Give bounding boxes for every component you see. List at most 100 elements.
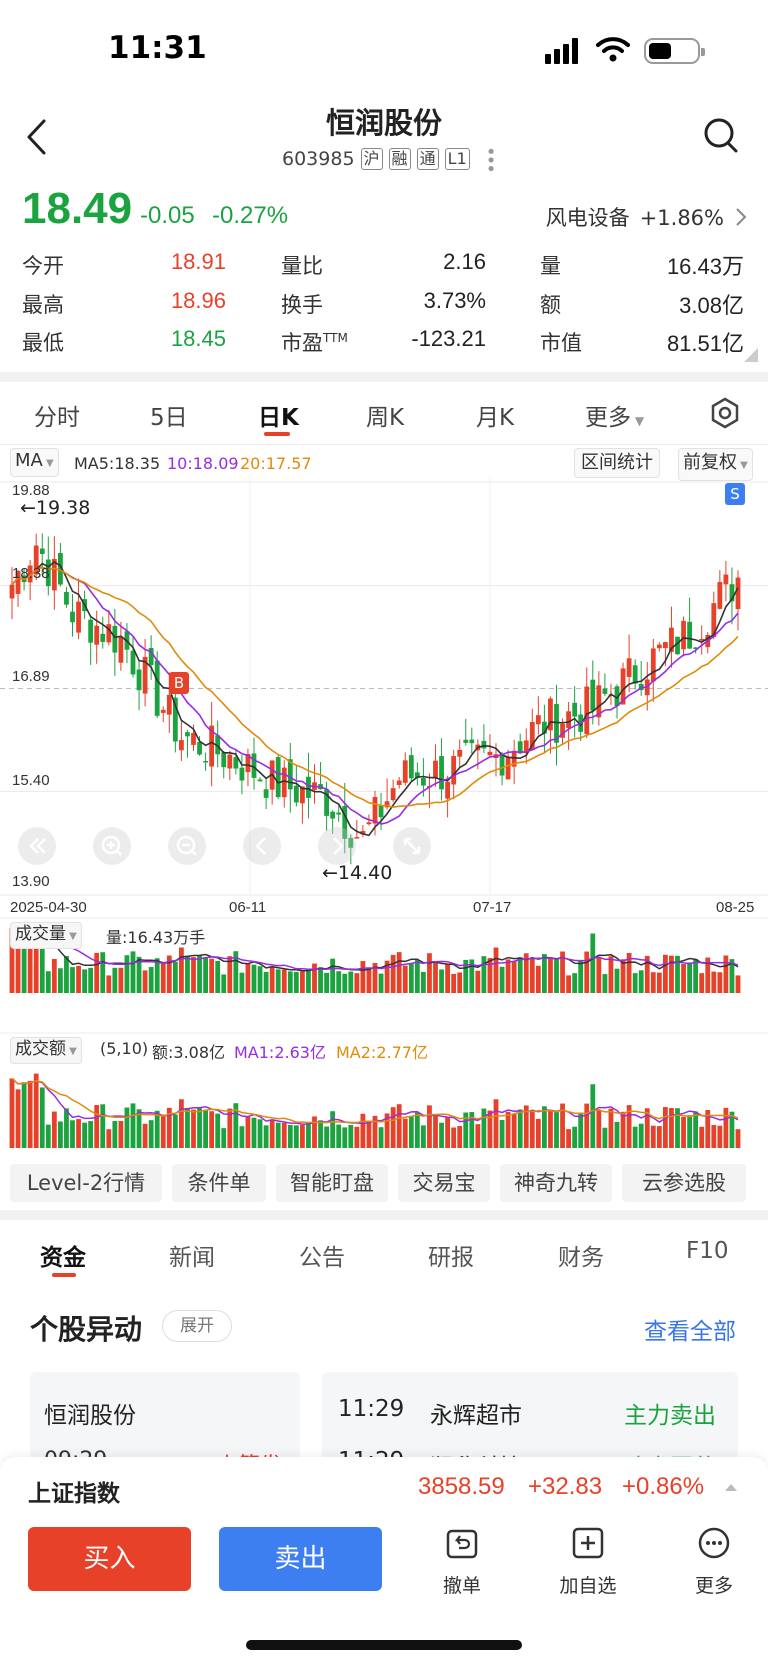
volume-bar — [578, 959, 584, 993]
candle-body — [112, 626, 118, 653]
candle-body — [433, 760, 438, 779]
tab-financials[interactable]: 财务 — [558, 1245, 604, 1271]
volume-bar — [590, 933, 596, 993]
amount-ma1: MA1:2.63亿 — [234, 1043, 326, 1062]
tab-funds[interactable]: 资金 — [40, 1245, 86, 1271]
amount-bar — [723, 1107, 729, 1148]
amount-bar — [372, 1115, 378, 1148]
kline-chart[interactable] — [0, 478, 768, 1158]
tab-5day[interactable]: 5日 — [150, 405, 188, 431]
tool-magic-nine[interactable]: 神奇九转 — [500, 1164, 612, 1202]
tool-level2[interactable]: Level-2行情 — [10, 1164, 162, 1202]
candle-body — [251, 753, 257, 778]
amount-bar — [142, 1123, 148, 1148]
pan-left-icon[interactable] — [243, 827, 281, 865]
stat-value: 18.96 — [170, 288, 226, 313]
chevron-right-icon — [736, 208, 747, 226]
index-name[interactable]: 上证指数 — [28, 1481, 120, 1507]
volume-bar — [620, 959, 626, 993]
expand-button[interactable]: 展开 — [162, 1310, 232, 1342]
tab-research[interactable]: 研报 — [428, 1245, 474, 1271]
tab-weekly-k[interactable]: 周K — [366, 405, 405, 431]
tab-daily-k[interactable]: 日K — [258, 405, 299, 431]
volume-bar — [154, 958, 160, 993]
stat-value: 81.51亿 — [666, 331, 744, 356]
amount-bar — [475, 1124, 481, 1148]
candle-body — [487, 751, 493, 756]
amount-bar — [517, 1109, 523, 1148]
volume-bar — [535, 965, 541, 993]
amount-bar — [548, 1110, 553, 1148]
pan-right-icon[interactable] — [318, 827, 356, 865]
amount-indicator-selector[interactable]: 成交额 ▼ — [10, 1037, 82, 1064]
home-indicator — [246, 1640, 522, 1650]
amount-bar — [535, 1118, 541, 1148]
tool-smart-watch[interactable]: 智能盯盘 — [276, 1164, 388, 1202]
candle-body — [529, 721, 535, 751]
tool-conditional-order[interactable]: 条件单 — [172, 1164, 266, 1202]
fullscreen-icon[interactable] — [393, 827, 431, 865]
search-icon[interactable] — [702, 116, 740, 156]
amount-bar — [354, 1126, 360, 1148]
more-dots-icon[interactable]: ••• — [479, 146, 501, 172]
amount-params: (5,10) — [100, 1039, 149, 1058]
wifi-icon — [596, 37, 630, 62]
volume-bar — [342, 973, 348, 993]
sell-button[interactable]: 卖出 — [219, 1527, 382, 1591]
tab-f10[interactable]: F10 — [686, 1238, 729, 1264]
tab-more[interactable]: 更多 ▼ — [585, 398, 644, 432]
candle-body — [39, 548, 45, 554]
ma-selector[interactable]: MA ▼ — [10, 448, 59, 477]
x-tick-2: 06-11 — [229, 899, 267, 916]
sector-link[interactable]: 风电设备 +1.86% — [546, 202, 724, 232]
zoom-out-icon[interactable] — [168, 827, 206, 865]
candle-body — [227, 754, 233, 769]
range-stats-button[interactable]: 区间统计 — [574, 448, 660, 478]
volume-bar — [729, 959, 735, 993]
movement-card-market[interactable]: 11:29 永辉超市 主力卖出 11:29 润欣科技 冲高回落 — [322, 1372, 738, 1467]
volume-bar — [378, 973, 384, 993]
caret-up-icon[interactable] — [724, 1482, 738, 1492]
amount-bar — [58, 1121, 63, 1148]
candle-body — [300, 786, 305, 804]
more-actions-button[interactable]: 更多 — [674, 1526, 754, 1598]
volume-bar — [106, 975, 112, 993]
tab-announcements[interactable]: 公告 — [299, 1245, 345, 1271]
view-all-link[interactable]: 查看全部 — [644, 1319, 736, 1345]
candle-body — [675, 636, 680, 655]
tab-news[interactable]: 新闻 — [169, 1245, 215, 1271]
candle-body — [711, 603, 717, 637]
movement-card-self[interactable]: 恒润股份 09:29 火箭发射 — [30, 1372, 300, 1467]
amount-bar — [699, 1126, 705, 1148]
back-icon[interactable] — [24, 118, 50, 156]
volume-bar — [245, 964, 251, 993]
price-change: -0.05 — [140, 202, 195, 229]
tab-monthly-k[interactable]: 月K — [476, 405, 515, 431]
amount-bar — [82, 1122, 87, 1148]
candle-body — [336, 812, 342, 815]
stock-code: 603985 — [282, 148, 355, 170]
ma20-value: 20:17.57 — [240, 454, 312, 473]
sell-signal-badge[interactable]: S — [725, 483, 745, 505]
buy-signal-badge[interactable]: B — [169, 672, 189, 694]
adjust-selector[interactable]: 前复权 ▼ — [678, 448, 753, 481]
tool-trade-treasure[interactable]: 交易宝 — [398, 1164, 490, 1202]
zoom-in-icon[interactable] — [93, 827, 131, 865]
amount-bar — [118, 1120, 124, 1148]
expand-corner-icon[interactable] — [744, 348, 758, 362]
cancel-order-button[interactable]: 撤单 — [422, 1526, 502, 1598]
current-price: 18.49 — [22, 184, 133, 233]
volume-indicator-selector[interactable]: 成交量 ▼ — [10, 922, 82, 949]
tool-cloud-stock-picker[interactable]: 云参选股 — [622, 1164, 746, 1202]
buy-button[interactable]: 买入 — [28, 1527, 191, 1591]
add-watchlist-button[interactable]: 加自选 — [548, 1526, 628, 1598]
rewind-icon[interactable] — [18, 827, 56, 865]
amount-bar — [469, 1112, 475, 1148]
candle-body — [614, 686, 620, 706]
settings-icon[interactable] — [708, 396, 742, 430]
amount-bar — [402, 1118, 408, 1148]
volume-bar — [76, 965, 81, 993]
tab-intraday[interactable]: 分时 — [34, 405, 80, 431]
volume-bar — [408, 963, 414, 993]
volume-bar — [300, 971, 305, 993]
